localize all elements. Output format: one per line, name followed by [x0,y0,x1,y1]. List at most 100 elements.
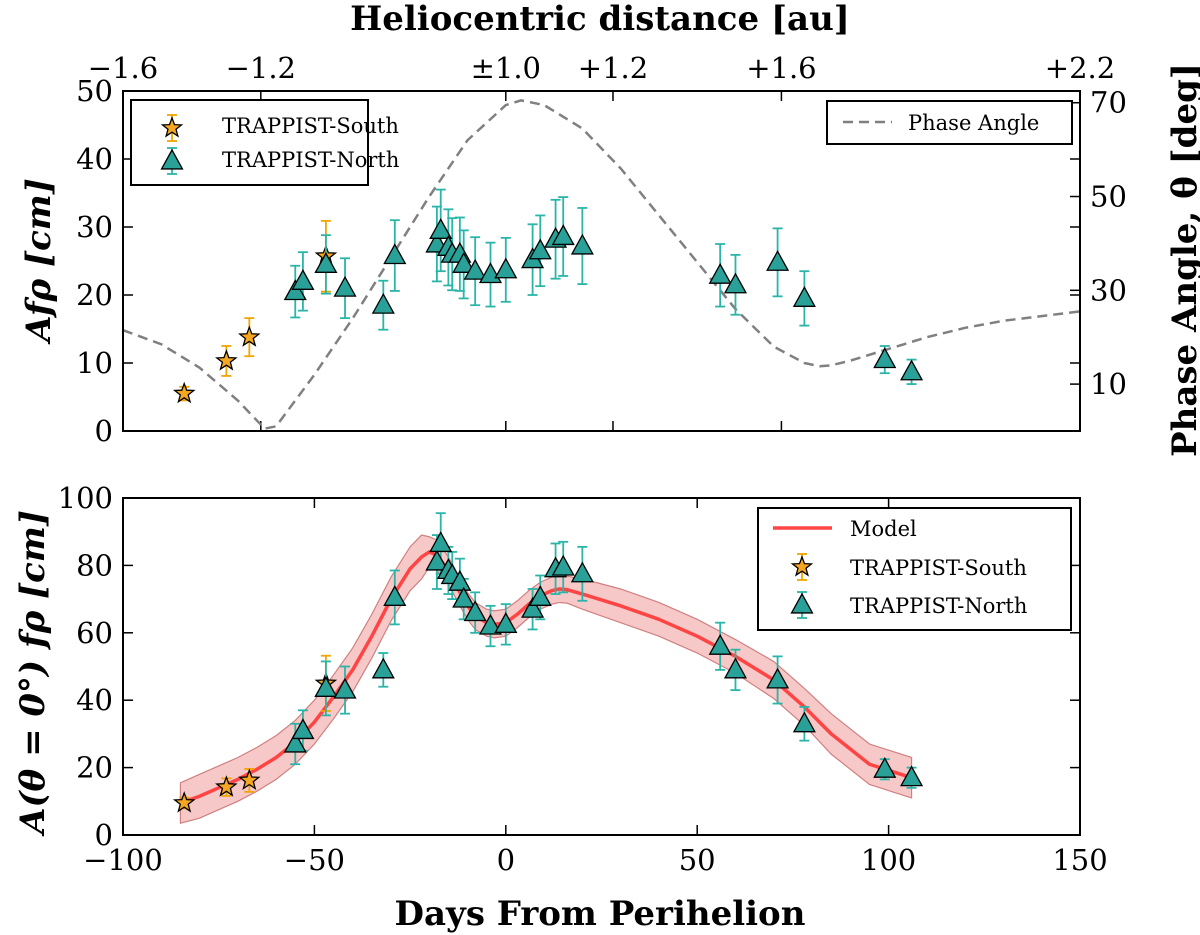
legend-north-marker [790,591,814,619]
legend-north-triangle [790,592,814,614]
legend-north-marker [160,147,184,175]
trappist-north-point [792,711,816,733]
top-axis-tick-label: +2.2 [1045,51,1115,85]
right-y-tick-label: 10 [1090,367,1127,401]
legend-model-label: Model [850,517,917,541]
trappist-north-point [528,238,552,260]
trappist-north-point [766,667,790,689]
legend-south-label: TRAPPIST-South [222,114,399,138]
trappist-north-point [452,252,476,273]
bottom-y-ticks: 0 20 40 60 80 100 [58,481,1080,852]
trappist-north-point [291,718,315,740]
trappist-north-point [873,756,897,778]
trappist-north-point [494,257,518,279]
legend-north-label: TRAPPIST-North [850,594,1027,618]
top-axis-tick-label: −1.6 [88,51,158,85]
x-tick-label: 0 [497,843,515,877]
bottom-plot-area [172,512,924,824]
trappist-north-point [900,359,924,381]
trappist-north-point [570,561,594,583]
trappist-north-point [792,286,816,307]
plot-content [123,99,1080,430]
trappist-north-point [873,347,897,369]
trappist-north-point [429,218,453,239]
top-axis-tick-label: ±1.0 [471,51,541,85]
y-tick-label: 10 [76,346,113,380]
trappist-north-series [283,512,924,789]
top-plot-area [123,99,1080,430]
trappist-north-point [371,657,395,679]
right-y-tick-label: 30 [1090,273,1127,307]
y-tick-label: 0 [95,414,113,448]
trappist-north-point [708,262,732,284]
legend-south-label: TRAPPIST-South [850,556,1027,580]
legend-north-label: TRAPPIST-North [222,148,399,172]
bottom-ylabel: A(θ = 0°) fρ [cm] [13,510,53,837]
y-tick-label: 40 [76,683,113,717]
trappist-north-point [570,233,594,255]
trappist-north-point [723,272,748,294]
legend-south-marker [790,553,814,581]
trappist-north-point [383,585,407,606]
trappist-north-point [333,677,357,699]
legend-south-marker [160,114,184,142]
x-tick-label: −50 [284,843,345,877]
trappist-north-point [314,252,338,273]
trappist-north-point [551,224,575,246]
trappist-north-point [429,531,453,553]
bottom-xlabel: Days From Perihelion [395,894,806,934]
x-tick-label: 150 [1052,843,1107,877]
top-axis-title: Heliocentric distance [au] [350,0,850,39]
trappist-north-point [478,613,503,635]
trappist-south-point [238,325,261,347]
legend-south-star [160,116,184,138]
trappist-south-point [172,381,196,404]
trappist-north-point [291,269,315,290]
trappist-north-point [383,243,407,265]
right-y-tick-label: 70 [1090,86,1127,120]
x-tick-label: 50 [679,843,716,877]
trappist-north-point [371,292,395,314]
trappist-south-series [172,219,338,404]
y-tick-label: 80 [76,548,113,582]
top-axis-tick-label: +1.6 [746,51,816,85]
trappist-south-point [215,775,238,797]
trappist-north-point [448,569,472,591]
bottom-legend: Model TRAPPIST-South TRAPPIST-North [757,507,1072,631]
legend-north-triangle [160,148,184,170]
top-axis-ticks: −1.6 −1.2 ±1.0 +1.2 +1.6 +2.2 [88,51,1115,431]
trappist-north-point [708,633,732,655]
trappist-north-point [333,275,357,297]
trappist-north-point [283,279,307,301]
y-tick-label: 100 [58,481,113,515]
trappist-north-point [314,676,338,697]
top-plot-frame [122,90,1081,432]
trappist-north-point [494,612,518,633]
trappist-north-point [463,600,487,622]
trappist-south-point [215,349,238,371]
trappist-north-series [283,188,924,385]
top-axis-tick-label: −1.2 [226,51,296,85]
top-axis-tick-label: +1.2 [578,51,648,85]
legend-phase-label: Phase Angle [908,111,1039,135]
trappist-north-point [900,765,924,787]
trappist-north-point [283,731,307,753]
y-tick-label: 30 [76,210,113,244]
trappist-north-point [528,585,552,606]
y-tick-label: 40 [76,142,113,176]
y-tick-label: 20 [76,278,113,312]
top-y-ticks: 0 10 20 30 40 50 [76,74,1080,448]
x-tick-label: 100 [861,843,916,877]
trappist-north-point [723,657,748,679]
legend-south-star [790,555,814,577]
trappist-north-point [551,554,575,576]
top-ylabel: Afρ [cm] [19,178,59,345]
top-legend-right: Phase Angle [826,100,1073,145]
y-tick-label: 60 [76,616,113,650]
right-y-tick-label: 50 [1090,180,1127,214]
y-tick-label: 50 [76,74,113,108]
trappist-south-point [172,791,196,813]
trappist-north-point [425,549,449,571]
bottom-x-ticks: −100 −50 0 50 100 150 [83,498,1108,877]
